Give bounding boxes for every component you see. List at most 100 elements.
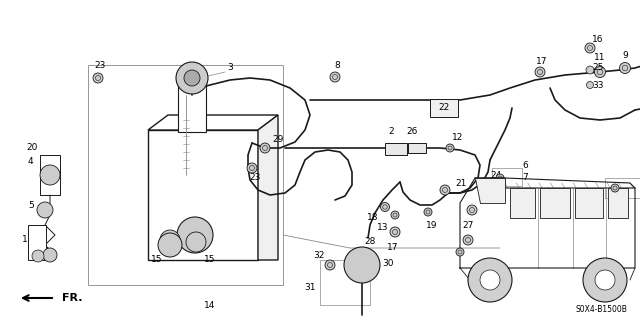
Circle shape	[424, 208, 432, 216]
Circle shape	[498, 176, 502, 180]
Circle shape	[535, 67, 545, 77]
Circle shape	[37, 202, 53, 218]
Bar	[492, 168, 522, 186]
Text: 23: 23	[250, 173, 260, 182]
Bar	[540, 188, 570, 218]
Bar	[605, 178, 640, 198]
Circle shape	[613, 186, 617, 190]
Text: FR.: FR.	[62, 293, 83, 303]
Circle shape	[390, 227, 400, 237]
Bar	[430, 99, 458, 117]
Circle shape	[160, 230, 180, 250]
Circle shape	[93, 73, 103, 83]
Circle shape	[595, 270, 615, 290]
Text: 23: 23	[94, 60, 106, 69]
Text: 28: 28	[364, 237, 376, 246]
Circle shape	[328, 262, 333, 268]
Bar	[178, 80, 206, 132]
Bar	[575, 188, 603, 218]
Circle shape	[186, 232, 206, 252]
Text: S0X4-B1500B: S0X4-B1500B	[575, 306, 627, 315]
Text: 1: 1	[22, 236, 28, 244]
Polygon shape	[475, 178, 505, 203]
Bar	[408, 143, 426, 153]
Circle shape	[43, 248, 57, 262]
Circle shape	[463, 235, 473, 245]
Bar	[88, 65, 283, 285]
Text: 22: 22	[438, 103, 450, 113]
Circle shape	[32, 250, 44, 262]
Circle shape	[467, 205, 477, 215]
Text: 5: 5	[28, 201, 34, 210]
Text: 27: 27	[462, 220, 474, 229]
Bar	[28, 225, 46, 260]
Text: 15: 15	[204, 255, 216, 265]
Circle shape	[40, 165, 60, 185]
Circle shape	[442, 188, 447, 193]
Circle shape	[586, 82, 593, 89]
Bar	[320, 260, 370, 305]
Text: 19: 19	[426, 220, 438, 229]
Text: 8: 8	[334, 60, 340, 69]
Text: 30: 30	[382, 259, 394, 268]
Text: 29: 29	[272, 135, 284, 145]
Bar	[385, 143, 407, 155]
Circle shape	[381, 203, 390, 212]
Circle shape	[344, 247, 380, 283]
Text: 20: 20	[27, 143, 38, 153]
Text: 18: 18	[367, 213, 378, 222]
Circle shape	[325, 260, 335, 270]
Circle shape	[95, 76, 100, 81]
Text: 4: 4	[28, 157, 33, 166]
Text: 31: 31	[305, 284, 316, 292]
Circle shape	[480, 181, 484, 185]
Circle shape	[470, 207, 474, 212]
Text: 7: 7	[522, 173, 528, 182]
Circle shape	[538, 69, 543, 75]
Text: 16: 16	[592, 36, 604, 44]
Circle shape	[622, 65, 628, 71]
Text: 17: 17	[387, 243, 399, 252]
Circle shape	[426, 210, 430, 214]
Circle shape	[496, 174, 504, 182]
Bar	[608, 188, 628, 218]
Circle shape	[585, 43, 595, 53]
Circle shape	[595, 67, 605, 77]
Circle shape	[446, 144, 454, 152]
Circle shape	[456, 248, 464, 256]
Bar	[510, 188, 535, 218]
Text: 32: 32	[314, 251, 325, 260]
Text: 15: 15	[150, 255, 162, 265]
Text: 24: 24	[490, 171, 501, 180]
Circle shape	[465, 237, 470, 243]
Circle shape	[458, 250, 462, 254]
Circle shape	[478, 179, 486, 187]
Text: 6: 6	[522, 161, 528, 170]
Circle shape	[333, 75, 337, 79]
Text: 2: 2	[388, 127, 394, 137]
Circle shape	[611, 184, 619, 192]
Circle shape	[177, 217, 213, 253]
Circle shape	[330, 72, 340, 82]
Circle shape	[597, 69, 603, 75]
Text: 13: 13	[376, 223, 388, 233]
Text: 14: 14	[204, 300, 216, 309]
Circle shape	[383, 205, 387, 209]
Circle shape	[620, 62, 630, 74]
Circle shape	[448, 146, 452, 150]
Circle shape	[176, 62, 208, 94]
Text: 33: 33	[592, 81, 604, 90]
Text: 21: 21	[455, 179, 467, 188]
Polygon shape	[258, 115, 278, 260]
Circle shape	[260, 143, 270, 153]
Circle shape	[586, 66, 594, 74]
Circle shape	[588, 45, 593, 51]
Text: 26: 26	[406, 127, 418, 137]
Bar	[40, 155, 60, 195]
Circle shape	[247, 163, 257, 173]
Circle shape	[184, 70, 200, 86]
Circle shape	[158, 233, 182, 257]
Circle shape	[391, 211, 399, 219]
Circle shape	[262, 146, 268, 150]
Circle shape	[250, 165, 255, 171]
